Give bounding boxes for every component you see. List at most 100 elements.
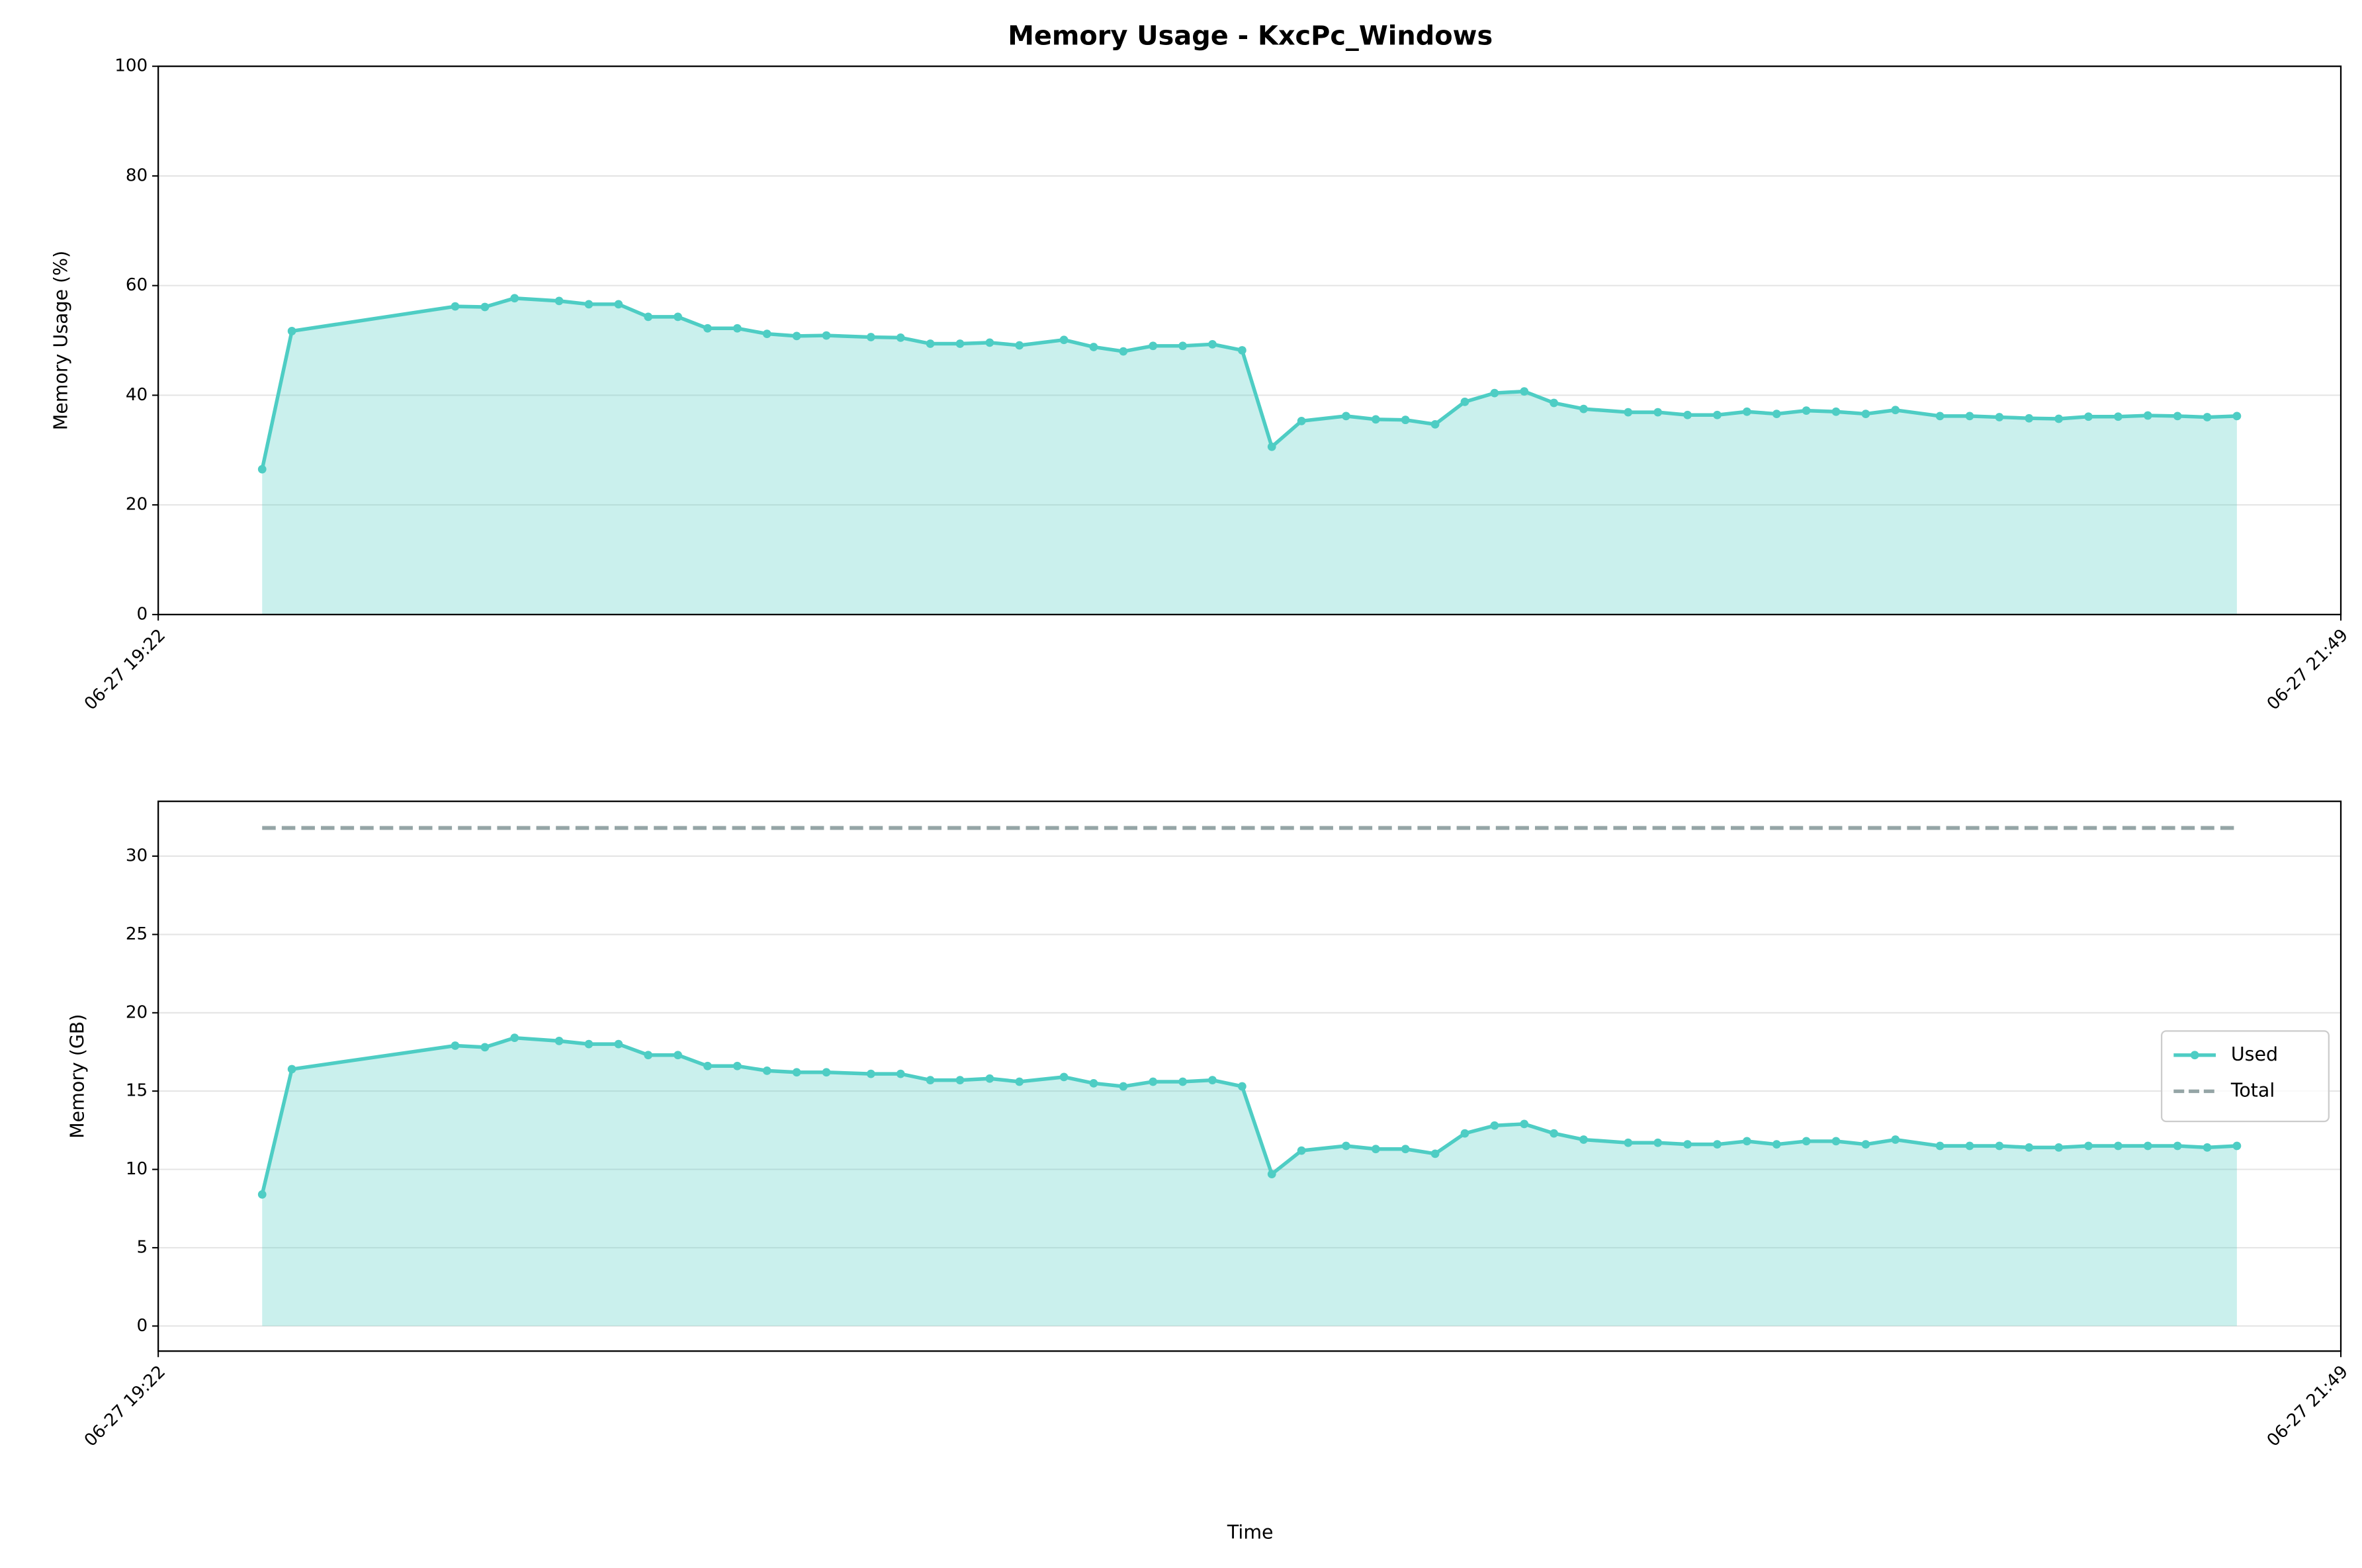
data-point <box>1861 1140 1870 1149</box>
legend-label: Total <box>2230 1079 2275 1101</box>
data-point <box>985 1074 994 1083</box>
data-point <box>1401 415 1410 425</box>
data-point <box>257 464 267 474</box>
data-point <box>1624 408 1633 417</box>
chart-title: Memory Usage - KxcPc_Windows <box>1008 21 1493 51</box>
data-point <box>1208 339 1217 349</box>
data-point <box>1089 343 1098 351</box>
axes-frame <box>157 65 2342 616</box>
data-point <box>985 338 994 347</box>
data-point <box>1802 406 1811 415</box>
data-point <box>1965 1141 1974 1151</box>
data-point <box>644 1051 653 1060</box>
y-tick-label: 10 <box>126 1159 148 1179</box>
data-point <box>287 327 296 335</box>
data-point <box>866 333 875 341</box>
data-point <box>1490 1121 1499 1130</box>
y-tick-label: 30 <box>126 846 148 866</box>
data-point <box>1460 1129 1469 1138</box>
data-point <box>1713 1140 1722 1149</box>
area-fill <box>262 298 2237 615</box>
data-point <box>1059 1072 1069 1082</box>
data-point <box>2173 412 2182 421</box>
data-point <box>866 1069 875 1078</box>
data-point <box>1831 407 1841 416</box>
data-point <box>1342 1141 1350 1151</box>
data-point <box>1430 419 1440 429</box>
axes-frame <box>157 801 2342 1352</box>
data-point <box>1119 347 1128 356</box>
data-point <box>554 296 564 306</box>
data-point <box>2143 1141 2152 1151</box>
data-point <box>287 1065 296 1074</box>
x-tick-label: 06-27 21:49 <box>2263 1362 2352 1451</box>
data-point <box>584 1039 593 1049</box>
data-point <box>703 324 712 333</box>
legend-label: Used <box>2231 1043 2278 1065</box>
data-point <box>1089 1078 1098 1088</box>
y-tick-label: 0 <box>137 1316 148 1336</box>
data-point <box>1579 1135 1588 1144</box>
data-point <box>1935 1141 1945 1151</box>
data-point <box>1965 412 1974 421</box>
data-point <box>926 1076 935 1084</box>
data-point <box>1208 1076 1217 1084</box>
data-point <box>1297 1146 1306 1155</box>
data-point <box>1995 1141 2004 1151</box>
data-point <box>1653 408 1663 417</box>
data-point <box>792 1068 801 1077</box>
data-point <box>1520 1119 1529 1129</box>
data-point <box>2143 411 2152 420</box>
data-point <box>792 331 801 341</box>
data-point <box>2173 1141 2182 1151</box>
y-axis-label: Memory (GB) <box>66 1014 88 1138</box>
data-point <box>2114 1141 2122 1151</box>
y-tick-label: 25 <box>126 924 148 944</box>
area-fill <box>262 1037 2237 1327</box>
data-point <box>1683 1140 1692 1149</box>
legend: Used Total <box>2160 1030 2330 1123</box>
data-point <box>1237 346 1247 355</box>
data-point <box>1891 406 1900 415</box>
data-point <box>2054 414 2064 423</box>
data-point <box>1935 412 1945 421</box>
data-point <box>1371 1145 1380 1154</box>
data-point <box>451 1041 460 1050</box>
data-point <box>703 1061 712 1070</box>
data-point <box>2232 1141 2242 1151</box>
y-tick-label: 60 <box>126 275 148 295</box>
data-point <box>1653 1138 1663 1147</box>
data-point <box>1237 1082 1247 1091</box>
data-point <box>1149 341 1158 351</box>
data-point <box>732 324 742 333</box>
data-point <box>2084 412 2093 421</box>
y-tick-label: 0 <box>137 604 148 624</box>
plot-area: 0 5 10 15 20 25 30 06-27 19:22 06-27 21:49 Memory… <box>66 801 2352 1451</box>
data-point <box>1178 1077 1187 1086</box>
data-point <box>451 302 460 311</box>
data-point <box>1371 415 1380 424</box>
data-point <box>554 1037 564 1045</box>
data-point <box>1520 387 1529 396</box>
data-point <box>1772 410 1781 418</box>
data-point <box>644 312 653 322</box>
data-point <box>674 1051 682 1060</box>
data-point <box>1015 341 1024 350</box>
data-point <box>1460 397 1469 406</box>
data-point <box>1342 412 1350 421</box>
y-tick-label: 20 <box>126 495 148 515</box>
data-point <box>510 1033 519 1043</box>
data-point <box>822 1068 831 1077</box>
data-point <box>1119 1082 1128 1091</box>
data-point <box>1430 1149 1440 1158</box>
data-point <box>1059 335 1069 345</box>
data-point <box>955 1076 965 1084</box>
data-point <box>1579 404 1588 414</box>
data-point <box>1015 1077 1024 1086</box>
data-point <box>1995 413 2004 421</box>
y-axis-label: Memory Usage (%) <box>50 251 71 431</box>
data-point <box>1802 1137 1811 1146</box>
x-tick-label: 06-27 19:22 <box>81 625 169 714</box>
data-point <box>674 312 682 322</box>
data-point <box>1297 416 1306 425</box>
